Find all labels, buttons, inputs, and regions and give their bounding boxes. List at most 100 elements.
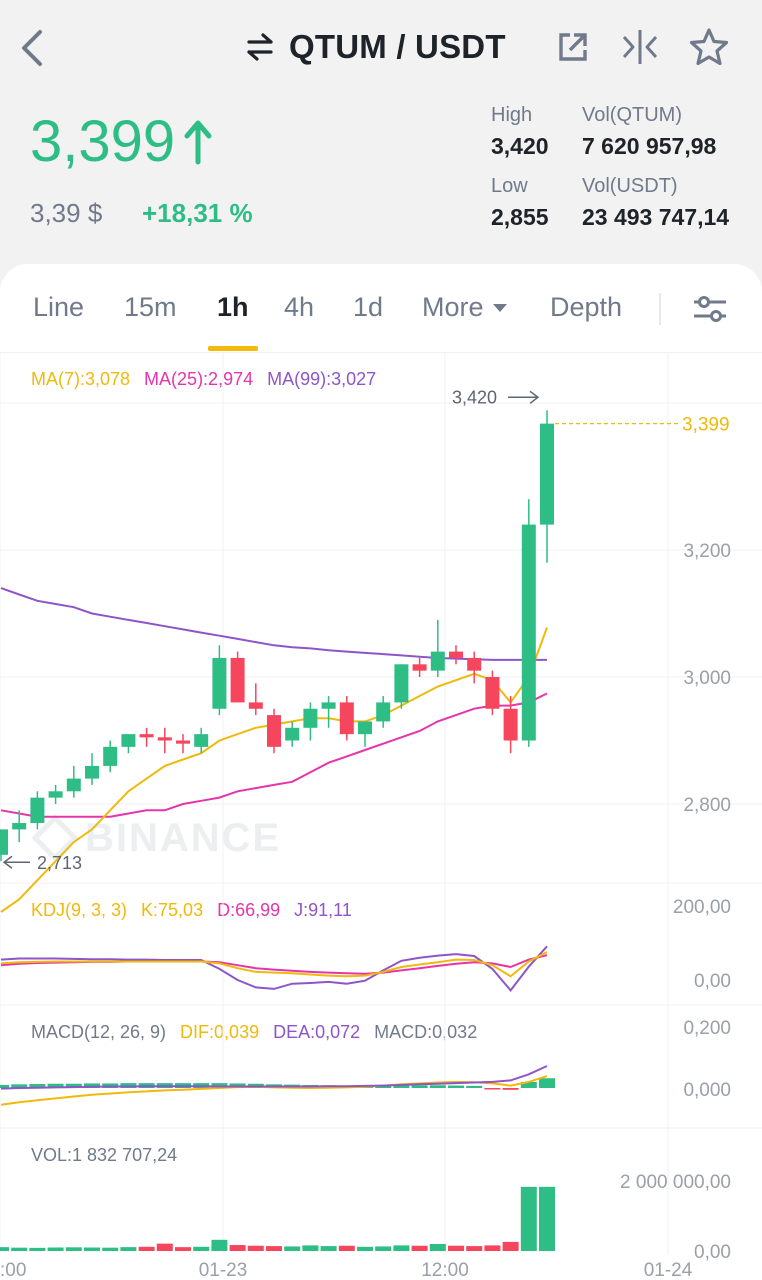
pair-title[interactable]: QTUM / USDT <box>245 28 506 66</box>
volume-bar <box>0 1247 9 1251</box>
tab-1d[interactable]: 1d <box>353 292 384 322</box>
kdj-label: KDJ(9, 3, 3) <box>31 900 128 920</box>
ma-legend: MA(7):3,078 MA(25):2,974 MA(99):3,027 <box>31 369 376 390</box>
last-price-value: 3,399 <box>30 109 176 174</box>
candle-body <box>176 740 190 744</box>
candle-body <box>503 708 518 741</box>
low-value: 2,855 <box>491 204 549 230</box>
tab-15m[interactable]: 15m <box>124 292 177 322</box>
candle-body <box>521 524 536 741</box>
candle-body <box>449 651 463 658</box>
candle-body <box>540 423 554 525</box>
volume-bar <box>84 1247 100 1251</box>
candle-body <box>303 708 318 728</box>
candle-body <box>0 829 8 855</box>
candle-body <box>248 702 263 709</box>
active-tab-indicator <box>208 346 258 351</box>
volume-bar <box>284 1246 301 1251</box>
macd-legend: MACD(12, 26, 9) DIF:0,039 DEA:0,072 MACD… <box>31 1022 477 1043</box>
volume-bar <box>211 1239 228 1251</box>
compare-button[interactable] <box>620 28 660 71</box>
vol-quote-value: 23 493 747,14 <box>582 204 730 230</box>
macd-histogram-bar <box>11 1084 28 1088</box>
macd-label: MACD(12, 26, 9) <box>31 1022 167 1042</box>
macd-axis-tick: 0,200 <box>683 1018 731 1039</box>
macd-histogram-bar <box>65 1083 82 1088</box>
chart-card <box>0 264 762 1280</box>
macd-dea-line <box>0 1065 548 1090</box>
share-button[interactable] <box>556 30 590 69</box>
macd-histogram-bar <box>502 1088 519 1090</box>
ma25-legend: MA(25):2,974 <box>144 369 254 389</box>
tab-4h[interactable]: 4h <box>284 292 315 322</box>
volume-bar <box>375 1246 392 1251</box>
candle-body <box>121 734 136 747</box>
candle-body <box>194 734 209 747</box>
kdj-k-line <box>0 951 548 978</box>
volume-bar <box>138 1246 155 1251</box>
ma7-line <box>0 627 548 913</box>
candle-body <box>157 737 172 741</box>
volume-bar <box>502 1241 519 1251</box>
candle-body <box>358 721 372 735</box>
volume-bar <box>357 1246 373 1251</box>
ma7-legend: MA(7):3,078 <box>31 369 131 389</box>
volume-bar <box>102 1247 119 1251</box>
candle-body <box>12 823 27 830</box>
kdj-d-line <box>0 954 548 975</box>
candle-body <box>394 664 409 703</box>
volume-legend: VOL:1 832 707,24 <box>31 1145 178 1165</box>
last-price: 3,399 <box>30 108 213 175</box>
candle-body <box>285 727 300 741</box>
macd-histogram-bar <box>47 1083 64 1088</box>
time-axis-tick: 01-24 <box>644 1260 693 1280</box>
candle-body <box>30 797 45 824</box>
binance-logo-icon <box>31 814 79 862</box>
volume-bar <box>229 1245 246 1251</box>
kline-chart[interactable]: BINANCE 3,399 3,420 2,713 3,200 3,000 2,800 20… <box>0 353 762 1280</box>
kdj-legend: KDJ(9, 3, 3) K:75,03 D:66,99 J:91,11 <box>31 900 352 921</box>
macd-dif: DIF:0,039 <box>180 1022 260 1042</box>
time-axis-tick: :00 <box>0 1260 26 1280</box>
candle-body <box>139 734 154 738</box>
volume-bar <box>120 1247 137 1251</box>
volume-bar <box>29 1247 46 1251</box>
ma99-line <box>0 587 547 661</box>
macd-histogram-bar <box>466 1085 483 1088</box>
candle-body <box>103 746 118 766</box>
high-marker-label: 3,420 <box>452 387 497 407</box>
volume-bar <box>484 1245 501 1251</box>
tab-depth[interactable]: Depth <box>550 292 623 322</box>
macd-dif-line <box>0 1075 548 1106</box>
tab-1h[interactable]: 1h <box>217 292 249 322</box>
ma25-line <box>0 692 548 818</box>
caret-down-icon <box>492 303 507 312</box>
tab-line[interactable]: Line <box>33 292 85 322</box>
low-label: Low <box>491 175 528 197</box>
back-button[interactable] <box>14 26 50 70</box>
favorite-button[interactable] <box>688 26 730 73</box>
candle-body <box>267 715 281 747</box>
candle-body <box>212 657 227 709</box>
tab-more[interactable]: More <box>422 292 508 323</box>
volume-bar <box>247 1245 264 1251</box>
grid-lines <box>0 353 762 1255</box>
candle-body <box>467 657 482 671</box>
main-pane: BINANCE 3,399 3,420 2,713 <box>0 387 730 913</box>
volume-bar <box>320 1246 337 1251</box>
volume-bar <box>338 1245 355 1251</box>
high-label: High <box>491 104 533 126</box>
volume-bar <box>393 1245 410 1251</box>
macd-histogram-bar <box>29 1084 46 1088</box>
volume-bar <box>520 1186 537 1251</box>
chart-settings-button[interactable] <box>692 294 728 329</box>
vol-quote-label: Vol(USDT) <box>582 175 678 197</box>
volume-bar <box>11 1247 28 1251</box>
low-marker-label: 2,713 <box>37 853 82 873</box>
time-axis-tick: 01-23 <box>199 1260 248 1280</box>
candle-body <box>48 791 63 798</box>
vol-base-value: 7 620 957,98 <box>582 133 717 159</box>
volume-bar <box>266 1246 282 1251</box>
volume-bar <box>175 1247 191 1251</box>
kdj-j: J:91,11 <box>294 900 352 920</box>
